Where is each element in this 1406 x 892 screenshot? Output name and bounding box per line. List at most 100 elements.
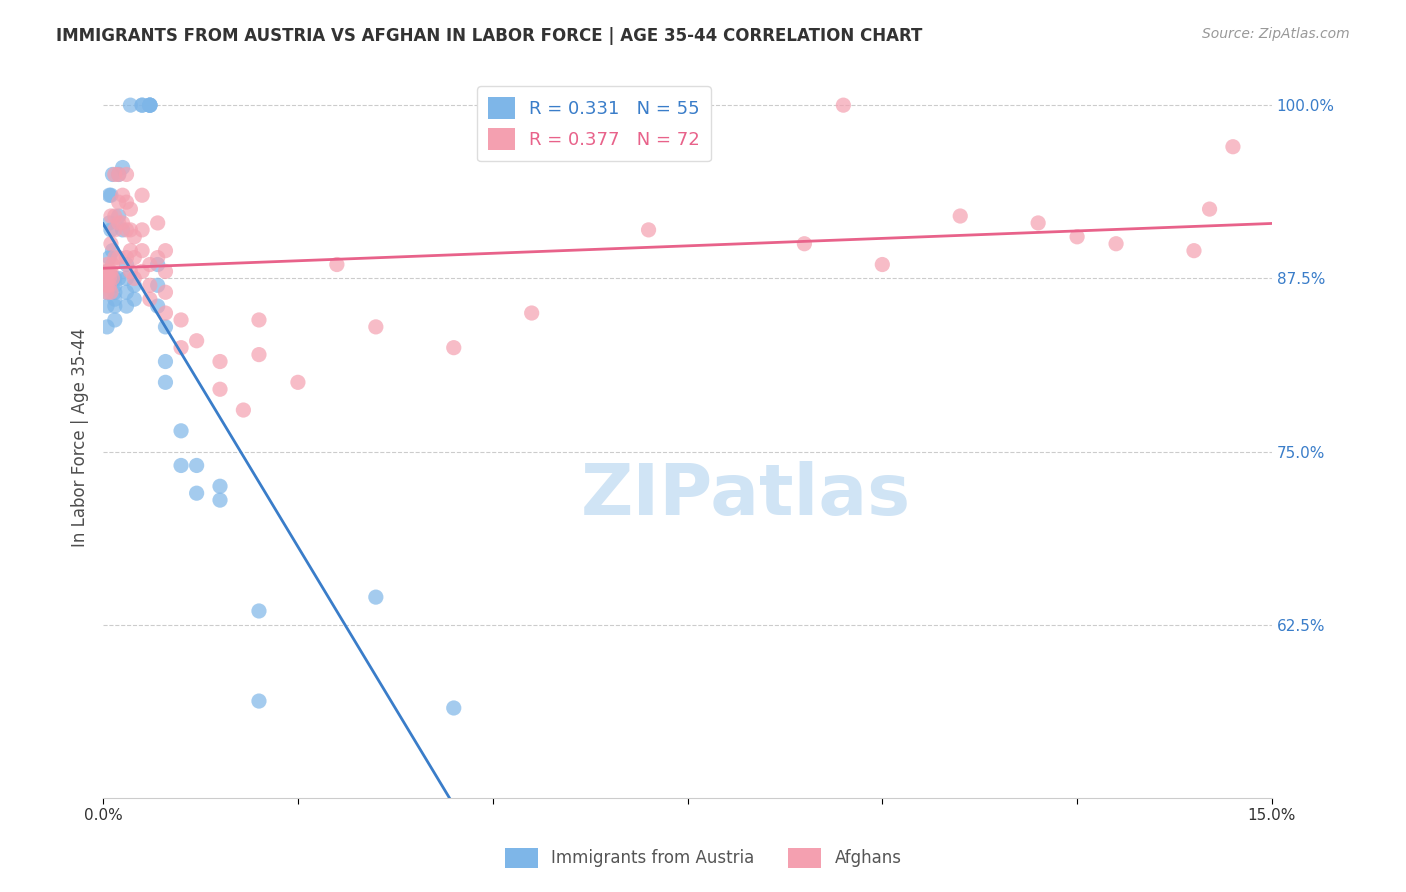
Afghans [155, 306, 177, 320]
Immigrants from Austria [115, 258, 138, 272]
Immigrants from Austria [101, 168, 124, 182]
Afghans [96, 278, 118, 293]
Immigrants from Austria [100, 223, 122, 237]
Y-axis label: In Labor Force | Age 35-44: In Labor Force | Age 35-44 [72, 328, 89, 548]
Afghans [107, 195, 129, 210]
Afghans [139, 258, 162, 272]
Afghans [96, 271, 118, 285]
Immigrants from Austria [98, 278, 121, 293]
Afghans [115, 251, 138, 265]
Immigrants from Austria [124, 278, 146, 293]
Afghans [124, 271, 146, 285]
Afghans [96, 285, 118, 300]
Afghans [364, 319, 387, 334]
Afghans [124, 251, 146, 265]
Afghans [1026, 216, 1049, 230]
Afghans [131, 223, 153, 237]
Immigrants from Austria [107, 168, 129, 182]
Afghans [155, 264, 177, 278]
Afghans [120, 264, 142, 278]
Afghans [155, 244, 177, 258]
Afghans [98, 278, 121, 293]
Immigrants from Austria [104, 299, 127, 313]
Immigrants from Austria [139, 98, 162, 112]
Immigrants from Austria [170, 458, 193, 473]
Immigrants from Austria [98, 251, 121, 265]
Immigrants from Austria [104, 285, 127, 300]
Afghans [101, 258, 124, 272]
Immigrants from Austria [170, 424, 193, 438]
Afghans [832, 98, 855, 112]
Immigrants from Austria [208, 493, 231, 508]
Immigrants from Austria [124, 292, 146, 306]
Immigrants from Austria [111, 161, 134, 175]
Text: Source: ZipAtlas.com: Source: ZipAtlas.com [1202, 27, 1350, 41]
Immigrants from Austria [100, 271, 122, 285]
Afghans [170, 341, 193, 355]
Immigrants from Austria [111, 223, 134, 237]
Afghans [124, 229, 146, 244]
Afghans [115, 168, 138, 182]
Afghans [949, 209, 972, 223]
Afghans [139, 278, 162, 293]
Immigrants from Austria [155, 319, 177, 334]
Afghans [793, 236, 815, 251]
Immigrants from Austria [120, 98, 142, 112]
Afghans [232, 403, 254, 417]
Afghans [247, 313, 270, 327]
Afghans [170, 313, 193, 327]
Immigrants from Austria [139, 98, 162, 112]
Immigrants from Austria [96, 285, 118, 300]
Afghans [104, 168, 127, 182]
Afghans [287, 376, 309, 390]
Text: IMMIGRANTS FROM AUSTRIA VS AFGHAN IN LABOR FORCE | AGE 35-44 CORRELATION CHART: IMMIGRANTS FROM AUSTRIA VS AFGHAN IN LAB… [56, 27, 922, 45]
Immigrants from Austria [155, 376, 177, 390]
Afghans [186, 334, 208, 348]
Immigrants from Austria [98, 188, 121, 202]
Afghans [101, 271, 124, 285]
Immigrants from Austria [155, 354, 177, 368]
Afghans [443, 341, 465, 355]
Immigrants from Austria [100, 188, 122, 202]
Immigrants from Austria [146, 258, 169, 272]
Afghans [520, 306, 543, 320]
Afghans [120, 223, 142, 237]
Afghans [96, 258, 118, 272]
Immigrants from Austria [98, 216, 121, 230]
Immigrants from Austria [96, 278, 118, 293]
Immigrants from Austria [107, 209, 129, 223]
Immigrants from Austria [186, 458, 208, 473]
Afghans [100, 285, 122, 300]
Afghans [155, 285, 177, 300]
Immigrants from Austria [186, 486, 208, 500]
Afghans [146, 216, 169, 230]
Afghans [96, 264, 118, 278]
Immigrants from Austria [115, 285, 138, 300]
Afghans [146, 251, 169, 265]
Afghans [107, 251, 129, 265]
Afghans [208, 354, 231, 368]
Immigrants from Austria [247, 604, 270, 618]
Afghans [872, 258, 894, 272]
Immigrants from Austria [96, 271, 118, 285]
Immigrants from Austria [107, 271, 129, 285]
Afghans [131, 244, 153, 258]
Afghans [111, 216, 134, 230]
Afghans [1105, 236, 1128, 251]
Afghans [1198, 202, 1220, 216]
Immigrants from Austria [104, 278, 127, 293]
Afghans [100, 209, 122, 223]
Immigrants from Austria [115, 299, 138, 313]
Afghans [104, 251, 127, 265]
Immigrants from Austria [364, 590, 387, 604]
Legend: Immigrants from Austria, Afghans: Immigrants from Austria, Afghans [498, 841, 908, 875]
Immigrants from Austria [208, 479, 231, 493]
Afghans [115, 223, 138, 237]
Afghans [1182, 244, 1205, 258]
Immigrants from Austria [96, 264, 118, 278]
Immigrants from Austria [139, 98, 162, 112]
Immigrants from Austria [101, 244, 124, 258]
Afghans [120, 202, 142, 216]
Immigrants from Austria [104, 313, 127, 327]
Afghans [107, 216, 129, 230]
